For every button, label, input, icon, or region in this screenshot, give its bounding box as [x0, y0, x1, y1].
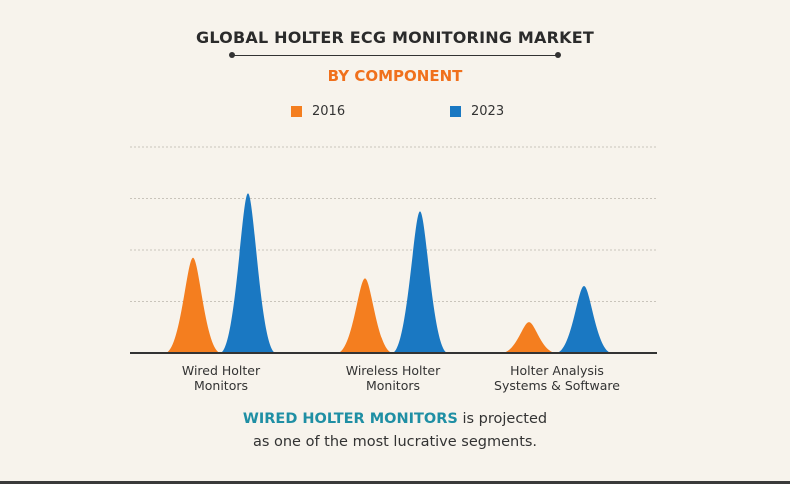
legend-swatch-2023	[450, 106, 461, 117]
category-label: Wireless Holter Monitors	[346, 363, 441, 393]
peak-2023-2	[392, 211, 448, 353]
chart-subtitle: BY COMPONENT	[327, 67, 463, 85]
category-label: Holter Analysis Systems & Software	[494, 363, 620, 393]
peak-2016-1	[165, 257, 221, 353]
divider-dot-right	[555, 52, 561, 58]
legend-item-2023: 2023	[450, 104, 504, 119]
divider-dot-left	[229, 52, 235, 58]
legend-swatch-2016	[291, 106, 302, 117]
footer-note: WIRED HOLTER MONITORS is projected as on…	[0, 408, 790, 454]
legend-label-2016: 2016	[312, 104, 346, 119]
peak-2023-1	[220, 193, 276, 353]
bottom-bar	[0, 481, 790, 484]
footer-line2: as one of the most lucrative segments.	[252, 434, 538, 450]
title-divider	[232, 55, 558, 56]
footer-line1-rest: is projected	[457, 411, 548, 427]
peak-2016-2	[337, 278, 393, 353]
legend-label-2023: 2023	[471, 104, 505, 119]
peak-2016-3	[501, 322, 557, 353]
chart-title: GLOBAL HOLTER ECG MONITORING MARKET	[196, 28, 594, 47]
peak-2023-3	[556, 286, 612, 353]
legend-item-2016: 2016	[291, 104, 345, 119]
footer-highlight: WIRED HOLTER MONITORS	[242, 411, 458, 427]
category-label: Wired Holter Monitors	[182, 363, 261, 393]
